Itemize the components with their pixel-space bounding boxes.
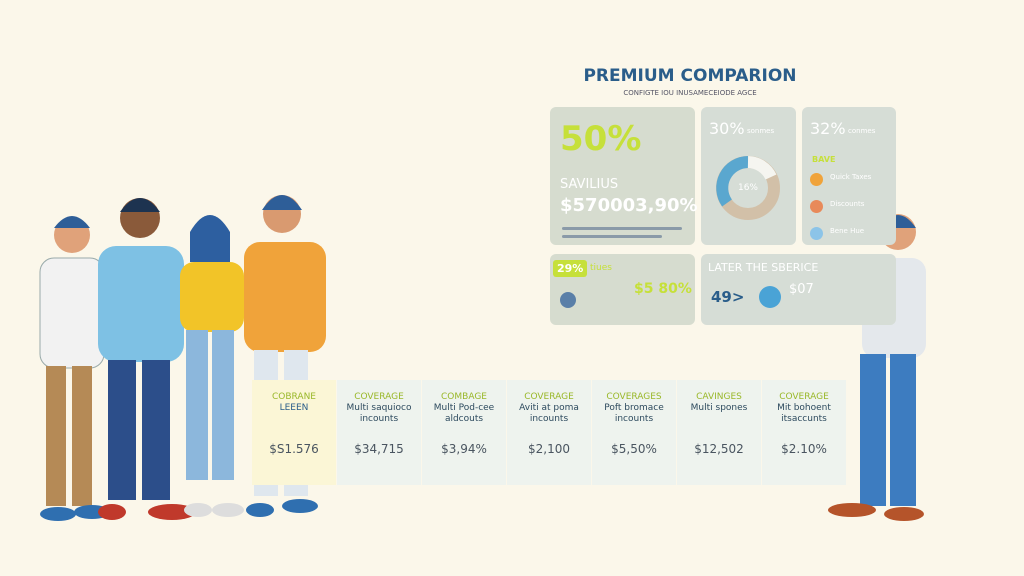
card: 30% sonmes 16% <box>701 107 796 245</box>
header-text: aldcouts <box>444 414 484 424</box>
table-column: COBRANE LEEEN $S1.576 <box>252 380 337 485</box>
icon <box>560 292 576 308</box>
label: SAVILIUS <box>560 177 619 192</box>
cell-value: $5,50% <box>611 442 657 456</box>
card: 50% SAVILIUS $570003,90% <box>550 107 698 245</box>
header-text: LEEEN <box>279 403 309 413</box>
header-text: incounts <box>359 414 399 424</box>
item-label: Bene Hue <box>830 227 865 235</box>
value: 49> <box>711 288 745 306</box>
text-line <box>562 235 662 238</box>
subtitle: CONFIGTE IOU INUSAMECEIODE AGCE <box>623 89 757 97</box>
cell-value: $2.10% <box>781 442 827 456</box>
person <box>98 198 196 520</box>
icon <box>810 173 823 186</box>
icon <box>810 227 823 240</box>
cell-value: $3,94% <box>441 442 487 456</box>
header-text: Multi Pod-cee <box>433 403 495 413</box>
header-text: Mit bohoent <box>777 403 831 413</box>
header-text: itsaccunts <box>781 414 827 424</box>
header-text: Aviti at poma <box>519 403 579 413</box>
header-text: incounts <box>614 414 654 424</box>
amount: $570003,90% <box>560 195 698 216</box>
header-text: COVERAGE <box>354 392 404 402</box>
card-title: LATER THE SBERICE <box>708 261 819 274</box>
table-column: CAVINGES Multi spones $12,502 <box>677 380 762 485</box>
table-column: COVERAGES Poft bromace incounts $5,50% <box>592 380 677 485</box>
percent: 50% <box>560 119 642 159</box>
percent: 32% <box>810 119 846 138</box>
percent: 29% <box>553 260 588 277</box>
header-text: COBRANE <box>271 392 316 402</box>
header-text: COVERAGES <box>606 392 662 402</box>
icon <box>759 286 781 308</box>
amount: $07 <box>789 282 814 297</box>
cell-value: $S1.576 <box>269 442 319 456</box>
header-text: COVERAGE <box>524 392 574 402</box>
amount: $5 80% <box>634 281 692 297</box>
table-column: COMBAGE Multi Pod-cee aldcouts $3,94% <box>422 380 507 485</box>
percent: 30% <box>709 119 745 138</box>
table-column: COVERAGE Aviti at poma incounts $2,100 <box>507 380 592 485</box>
header-text: incounts <box>529 414 569 424</box>
item-label: Quick Taxes <box>830 173 872 181</box>
person <box>180 215 244 517</box>
caption: sonmes <box>747 127 775 135</box>
header-text: Poft bromace <box>604 403 664 413</box>
header-text: COVERAGE <box>779 392 829 402</box>
heading: BAVE <box>812 155 836 164</box>
card: 32% conmes BAVE Quick Taxes Discounts Bene… <box>802 107 896 245</box>
caption: conmes <box>848 127 876 135</box>
caption: tiues <box>590 263 612 273</box>
person <box>39 216 110 521</box>
item-label: Discounts <box>830 200 865 208</box>
icon <box>810 200 823 213</box>
cell-value: $2,100 <box>528 442 570 456</box>
donut <box>716 156 780 220</box>
header-text: COMBAGE <box>441 392 487 402</box>
title: PREMIUM COMPARION <box>583 66 797 86</box>
text-line <box>562 227 682 230</box>
header-text: Multi spones <box>690 403 748 413</box>
card: 29% tiues $5 80% <box>550 254 695 325</box>
header-text: Multi saquioco <box>346 403 412 413</box>
card: LATER THE SBERICE 49> $07 <box>701 254 896 325</box>
cell-value: $12,502 <box>694 442 744 456</box>
cell-value: $34,715 <box>354 442 404 456</box>
header-text: CAVINGES <box>696 392 742 402</box>
center-label: 16% <box>737 183 758 193</box>
table-column: COVERAGE Multi saquioco incounts $34,715 <box>337 380 422 485</box>
table-column: COVERAGE Mit bohoent itsaccunts $2.10% <box>762 380 847 485</box>
